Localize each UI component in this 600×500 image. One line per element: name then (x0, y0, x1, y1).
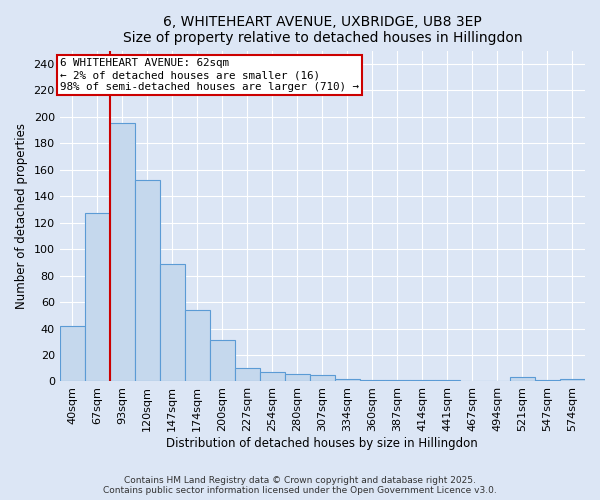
Bar (235, 368, 260, 382)
Bar (110, 124, 135, 382)
Bar (385, 380, 410, 382)
Bar (210, 340, 235, 382)
X-axis label: Distribution of detached houses by size in Hillingdon: Distribution of detached houses by size … (166, 437, 478, 450)
Bar (435, 380, 460, 382)
Bar (510, 378, 535, 382)
Bar (560, 379, 585, 382)
Y-axis label: Number of detached properties: Number of detached properties (15, 123, 28, 309)
Bar (360, 380, 385, 382)
Title: 6, WHITEHEART AVENUE, UXBRIDGE, UB8 3EP
Size of property relative to detached ho: 6, WHITEHEART AVENUE, UXBRIDGE, UB8 3EP … (122, 15, 522, 45)
Bar (185, 310, 210, 382)
Bar (135, 180, 160, 382)
Bar (59, 326, 85, 382)
Bar (285, 374, 310, 382)
Bar (410, 380, 435, 382)
Bar (335, 379, 360, 382)
Bar (160, 264, 185, 382)
Bar (260, 372, 285, 382)
Bar (535, 380, 560, 382)
Text: Contains HM Land Registry data © Crown copyright and database right 2025.
Contai: Contains HM Land Registry data © Crown c… (103, 476, 497, 495)
Text: 6 WHITEHEART AVENUE: 62sqm
← 2% of detached houses are smaller (16)
98% of semi-: 6 WHITEHEART AVENUE: 62sqm ← 2% of detac… (60, 58, 359, 92)
Bar (310, 375, 335, 382)
Bar (85, 214, 110, 382)
